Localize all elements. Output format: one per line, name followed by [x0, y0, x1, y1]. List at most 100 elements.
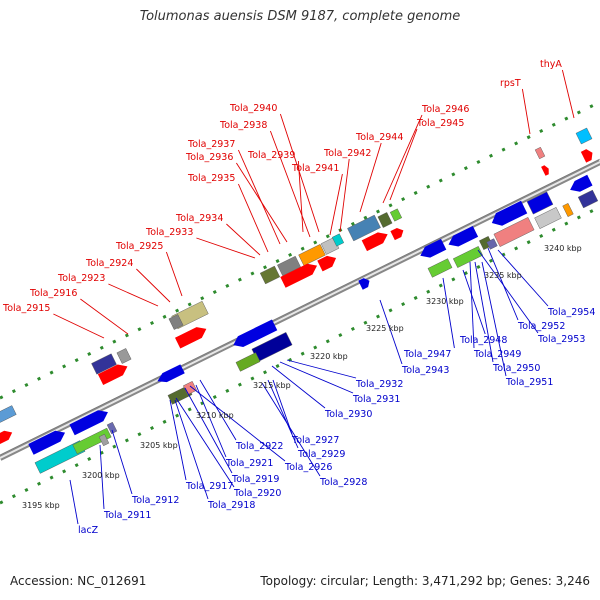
reverse-label-line	[184, 387, 233, 474]
gene-feature	[570, 174, 593, 192]
gene-feature	[69, 410, 108, 436]
gene-feature	[491, 200, 528, 226]
forward-gene-label: Tola_2942	[323, 148, 371, 159]
reverse-gene-label: Tola_2954	[547, 307, 595, 318]
gene-feature	[377, 212, 393, 228]
gene-feature	[157, 364, 185, 383]
gene-feature	[562, 203, 574, 217]
reverse-label-line	[195, 384, 227, 458]
forward-label-line	[237, 183, 269, 253]
forward-gene-label: rpsT	[500, 78, 521, 89]
forward-gene-label: Tola_2916	[29, 288, 77, 299]
forward-label-line	[237, 149, 281, 245]
gene-feature	[534, 207, 562, 229]
forward-label-line	[236, 162, 288, 243]
scale-tick-label: 3195 kbp	[22, 501, 60, 510]
gene-feature	[233, 319, 278, 348]
reverse-gene-label: Tola_2943	[401, 365, 449, 376]
forward-gene-label: Tola_2924	[85, 258, 133, 269]
forward-label-line	[339, 158, 350, 233]
scale-tick-label: 3235 kbp	[484, 271, 522, 280]
scale-tick-label: 3240 kbp	[544, 244, 582, 253]
reverse-label-line	[279, 361, 354, 394]
reverse-label-line	[379, 299, 403, 365]
reverse-label-line	[271, 365, 326, 409]
label-layer: thyA rpsT Tola_2940 Tola_2938 Tola_2946 Tola_…	[2, 59, 595, 536]
forward-gene-label: Tola_2935	[187, 173, 235, 184]
gene-feature	[106, 421, 118, 435]
forward-label-line	[196, 237, 256, 259]
forward-label-line	[269, 130, 311, 238]
gene-feature	[97, 364, 128, 386]
gene-feature	[577, 189, 599, 209]
forward-label-line	[165, 251, 183, 297]
gene-feature	[174, 327, 207, 349]
forward-gene-label: Tola_2934	[175, 213, 223, 224]
forward-gene-label: Tola_2940	[229, 103, 277, 114]
forward-label-line	[136, 268, 171, 303]
gene-feature	[0, 430, 13, 445]
tick-layer: 3195 kbp 3200 kbp 3205 kbp 3210 kbp 3215 kbp…	[22, 244, 582, 510]
gene-feature	[526, 191, 554, 215]
gene-feature	[98, 433, 110, 447]
forward-gene-label: Tola_2923	[57, 273, 105, 284]
gene-feature	[493, 217, 535, 247]
reverse-label-line	[286, 359, 357, 379]
reverse-gene-label: Tola_2917	[185, 481, 233, 492]
genome-backbone	[0, 158, 600, 461]
reverse-gene-label: Tola_2932	[355, 379, 403, 390]
forward-gene-label: Tola_2939	[247, 150, 295, 161]
feature-layer	[0, 127, 599, 474]
reverse-gene-label: Tola_2918	[207, 500, 255, 511]
forward-gene-label: Tola_2925	[115, 241, 163, 252]
reverse-label-line	[174, 399, 209, 500]
gene-feature	[280, 263, 318, 288]
reverse-label-line	[99, 444, 105, 510]
gene-feature	[420, 238, 447, 258]
forward-label-line	[561, 69, 575, 119]
gene-feature	[361, 232, 388, 252]
forward-gene-label: Tola_2946	[421, 104, 469, 115]
gene-feature	[72, 427, 112, 455]
forward-gene-label: Tola_2915	[2, 303, 50, 314]
forward-gene-label: thyA	[540, 59, 562, 70]
forward-gene-label: Tola_2937	[187, 139, 235, 150]
forward-label-line	[329, 173, 343, 236]
reverse-label-line	[189, 385, 286, 462]
forward-label-line	[80, 298, 129, 335]
reverse-gene-label: Tola_2948	[459, 335, 507, 346]
gene-feature	[427, 258, 453, 278]
gene-feature	[28, 430, 66, 455]
scale-tick-label: 3220 kbp	[310, 352, 348, 361]
reverse-label-line	[497, 249, 549, 307]
reverse-gene-label: Tola_2949	[473, 349, 521, 360]
forward-gene-label: Tola_2936	[185, 152, 233, 163]
gene-feature	[259, 265, 281, 285]
gene-feature	[277, 255, 301, 277]
reverse-gene-label: Tola_2921	[225, 458, 273, 469]
reverse-gene-label: Tola_2912	[131, 495, 179, 506]
reverse-label-line	[272, 379, 293, 435]
forward-gene-label: Tola_2933	[145, 227, 193, 238]
reverse-gene-label: lacZ	[78, 525, 99, 536]
reverse-gene-label: Tola_2919	[231, 474, 279, 485]
reverse-gene-label: Tola_2930	[324, 409, 372, 420]
forward-label-line	[53, 313, 105, 339]
reverse-label-line	[474, 261, 494, 363]
reverse-gene-label: Tola_2928	[319, 477, 367, 488]
forward-label-line	[389, 128, 418, 201]
reverse-gene-label: Tola_2927	[291, 435, 339, 446]
genome-summary-text: Topology: circular; Length: 3,471,292 bp…	[260, 574, 590, 588]
reverse-gene-label: Tola_2950	[492, 363, 540, 374]
scale-tick-label: 3215 kbp	[253, 381, 291, 390]
gene-feature	[168, 314, 184, 330]
forward-gene-label: Tola_2938	[219, 120, 267, 131]
forward-gene-label: Tola_2944	[355, 132, 403, 143]
forward-label-line	[359, 142, 382, 213]
reverse-label-line	[169, 399, 187, 481]
gene-feature	[358, 278, 370, 290]
scale-tick-label: 3200 kbp	[82, 471, 120, 480]
forward-label-line	[382, 114, 423, 204]
reverse-label-line	[175, 397, 235, 488]
reverse-label-line	[462, 269, 486, 335]
